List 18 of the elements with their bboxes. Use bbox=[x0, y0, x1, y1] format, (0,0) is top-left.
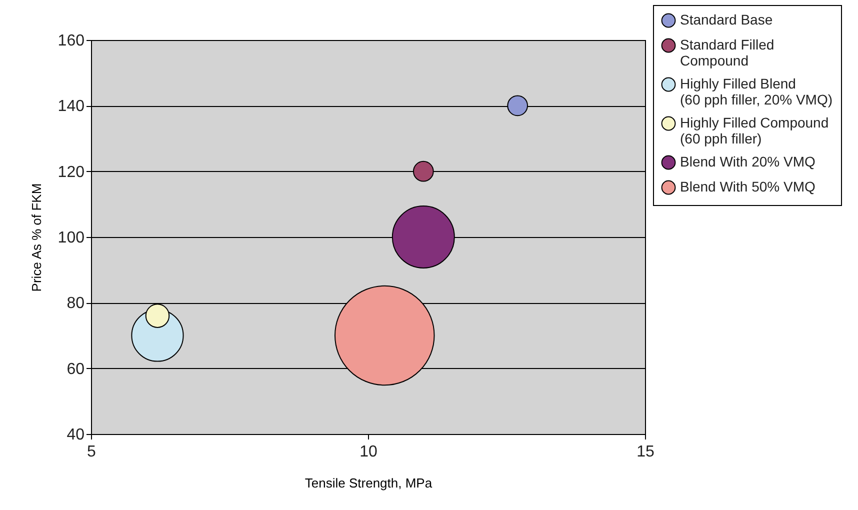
y-tick-label: 100 bbox=[58, 230, 85, 246]
y-tick-label: 160 bbox=[58, 32, 85, 50]
x-tick-label: 15 bbox=[636, 444, 654, 460]
x-tick-label: 5 bbox=[87, 444, 96, 460]
y-tick-label: 140 bbox=[58, 98, 85, 116]
legend-label: Highly Filled Compound (60 pph filler) bbox=[680, 114, 829, 146]
legend-label: Blend With 50% VMQ bbox=[680, 178, 816, 194]
legend-label: Blend With 20% VMQ bbox=[680, 154, 816, 170]
y-tick-label: 120 bbox=[58, 164, 85, 181]
x-tick-label: 10 bbox=[360, 444, 378, 460]
x-axis-title: Tensile Strength, MPa bbox=[304, 476, 433, 490]
legend-label: Standard Filled Compound bbox=[680, 36, 774, 68]
y-tick-label: 60 bbox=[66, 360, 85, 378]
y-axis-title: Price As % of FKM bbox=[28, 183, 44, 292]
y-tick-label: 80 bbox=[66, 295, 85, 312]
legend-label: Highly Filled Blend (60 pph filler, 20% VMQ) bbox=[680, 76, 833, 108]
legend-label: Standard Base bbox=[680, 12, 773, 28]
y-tick-label: 40 bbox=[66, 426, 85, 444]
